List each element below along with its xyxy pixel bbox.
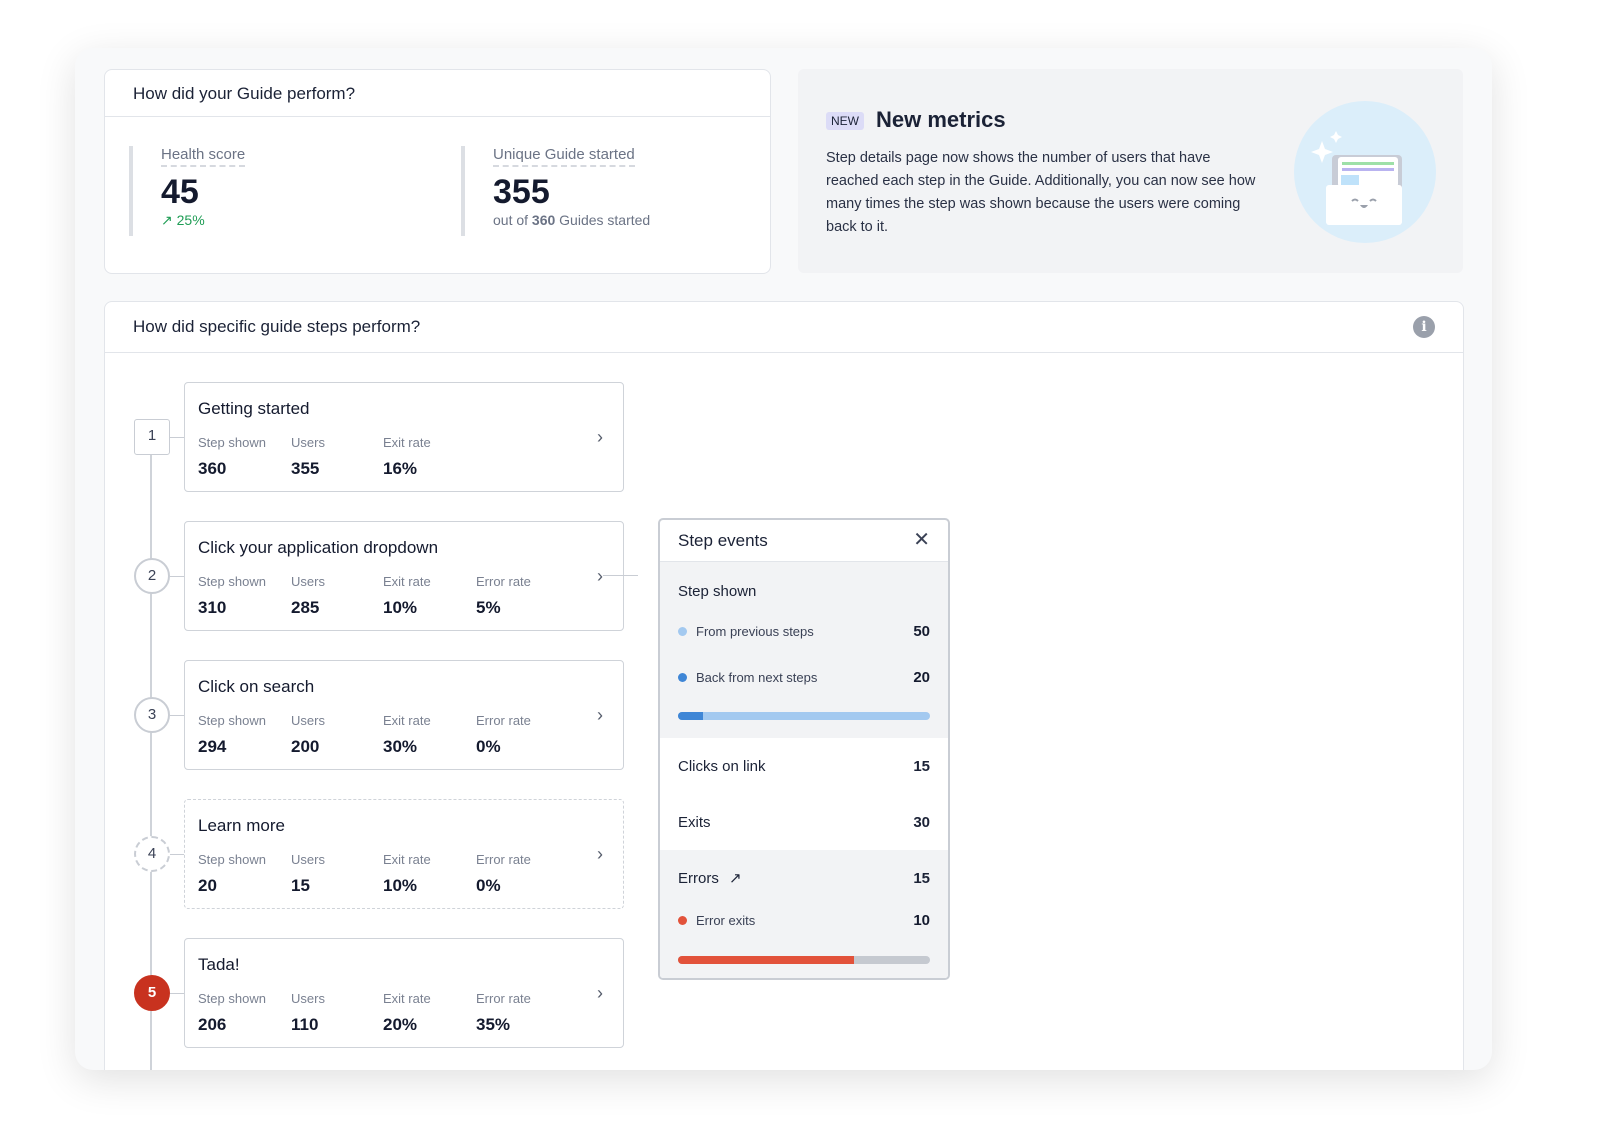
step-marker-4: 4: [134, 836, 170, 872]
guide-performance-card: How did your Guide perform? Health score…: [104, 69, 771, 274]
chevron-right-icon[interactable]: ›: [597, 844, 603, 864]
step-title: Click your application dropdown: [198, 538, 439, 557]
inbox-illustration-icon: [1294, 101, 1436, 243]
timeline-rail: [150, 432, 152, 1070]
step-shown-bar: [678, 712, 930, 720]
error-exits-bar: [678, 956, 930, 964]
chevron-right-icon[interactable]: ›: [597, 427, 603, 447]
step-marker-1: 1: [134, 419, 170, 455]
unique-started-sub: out of 360 Guides started: [493, 212, 651, 228]
unique-started-value: 355: [493, 173, 550, 211]
health-score-label[interactable]: Health score: [161, 146, 246, 167]
health-score-metric: Health score 45 ↗ 25%: [129, 146, 246, 236]
health-score-value: 45: [161, 173, 199, 211]
step-shown-section: Step shown From previous steps 50 Back fr…: [660, 562, 948, 738]
steps-performance-card: How did specific guide steps perform? i …: [104, 301, 1464, 1070]
step-shown-value: 360: [198, 459, 227, 478]
step-title: Click on search: [198, 677, 315, 696]
promo-text: Step details page now shows the number o…: [826, 150, 1256, 235]
card-title: How did your Guide perform?: [105, 70, 770, 117]
popover-connector: [603, 575, 638, 576]
steps-card-title: How did specific guide steps perform?: [133, 317, 421, 336]
step-shown-label: Step shown: [678, 582, 757, 600]
chevron-right-icon[interactable]: ›: [597, 983, 603, 1003]
exit-rate-value: 16%: [383, 459, 418, 478]
unique-started-metric: Unique Guide started 355 out of 360 Guid…: [461, 146, 650, 236]
trend-value: 25%: [176, 212, 205, 228]
step-card-1[interactable]: Getting started Step shown 360 Users 355 E…: [184, 382, 624, 492]
blue-dot-icon: [678, 672, 687, 682]
step-card-3[interactable]: Click on search Step shown 294 Users 200 E…: [184, 660, 624, 770]
errors-section: Errors ↗ 15 Error exits 10: [660, 850, 948, 978]
step-events-popover: Step events ✕ Step shown From previous st…: [658, 518, 950, 980]
step-card-5[interactable]: Tada! Step shown 206 Users 110 Exit rate 20…: [184, 938, 624, 1048]
info-icon[interactable]: i: [1413, 316, 1435, 338]
app-frame: How did your Guide perform? Health score…: [75, 48, 1492, 1070]
close-icon[interactable]: ✕: [913, 529, 930, 551]
chevron-right-icon[interactable]: ›: [597, 566, 603, 586]
clicks-row: Clicks on link 15: [678, 757, 930, 775]
step-marker-3: 3: [134, 697, 170, 733]
steps-card-header: How did specific guide steps perform? i: [105, 302, 1463, 353]
new-badge: NEW: [826, 112, 864, 130]
new-metrics-banner: NEW New metrics Step details page now sh…: [798, 69, 1463, 273]
external-link-icon[interactable]: ↗: [729, 870, 742, 887]
users-value: 355: [291, 459, 320, 478]
trend-up-icon: ↗: [161, 212, 173, 228]
popover-title: Step events: [678, 531, 768, 550]
step-title: Learn more: [198, 816, 285, 835]
exits-row: Exits 30: [678, 813, 930, 831]
health-trend: ↗ 25%: [161, 212, 245, 229]
promo-title: New metrics: [876, 107, 1006, 132]
step-title: Getting started: [198, 399, 310, 418]
step-card-4[interactable]: Learn more Step shown 20 Users 15 Exit rat…: [184, 799, 624, 909]
unique-started-label[interactable]: Unique Guide started: [493, 146, 635, 167]
light-blue-dot-icon: [678, 626, 687, 636]
red-dot-icon: [678, 915, 687, 925]
step-card-2[interactable]: Click your application dropdown Step sho…: [184, 521, 624, 631]
step-marker-2: 2: [134, 558, 170, 594]
chevron-right-icon[interactable]: ›: [597, 705, 603, 725]
step-title: Tada!: [198, 955, 240, 974]
step-marker-5: 5: [134, 975, 170, 1011]
